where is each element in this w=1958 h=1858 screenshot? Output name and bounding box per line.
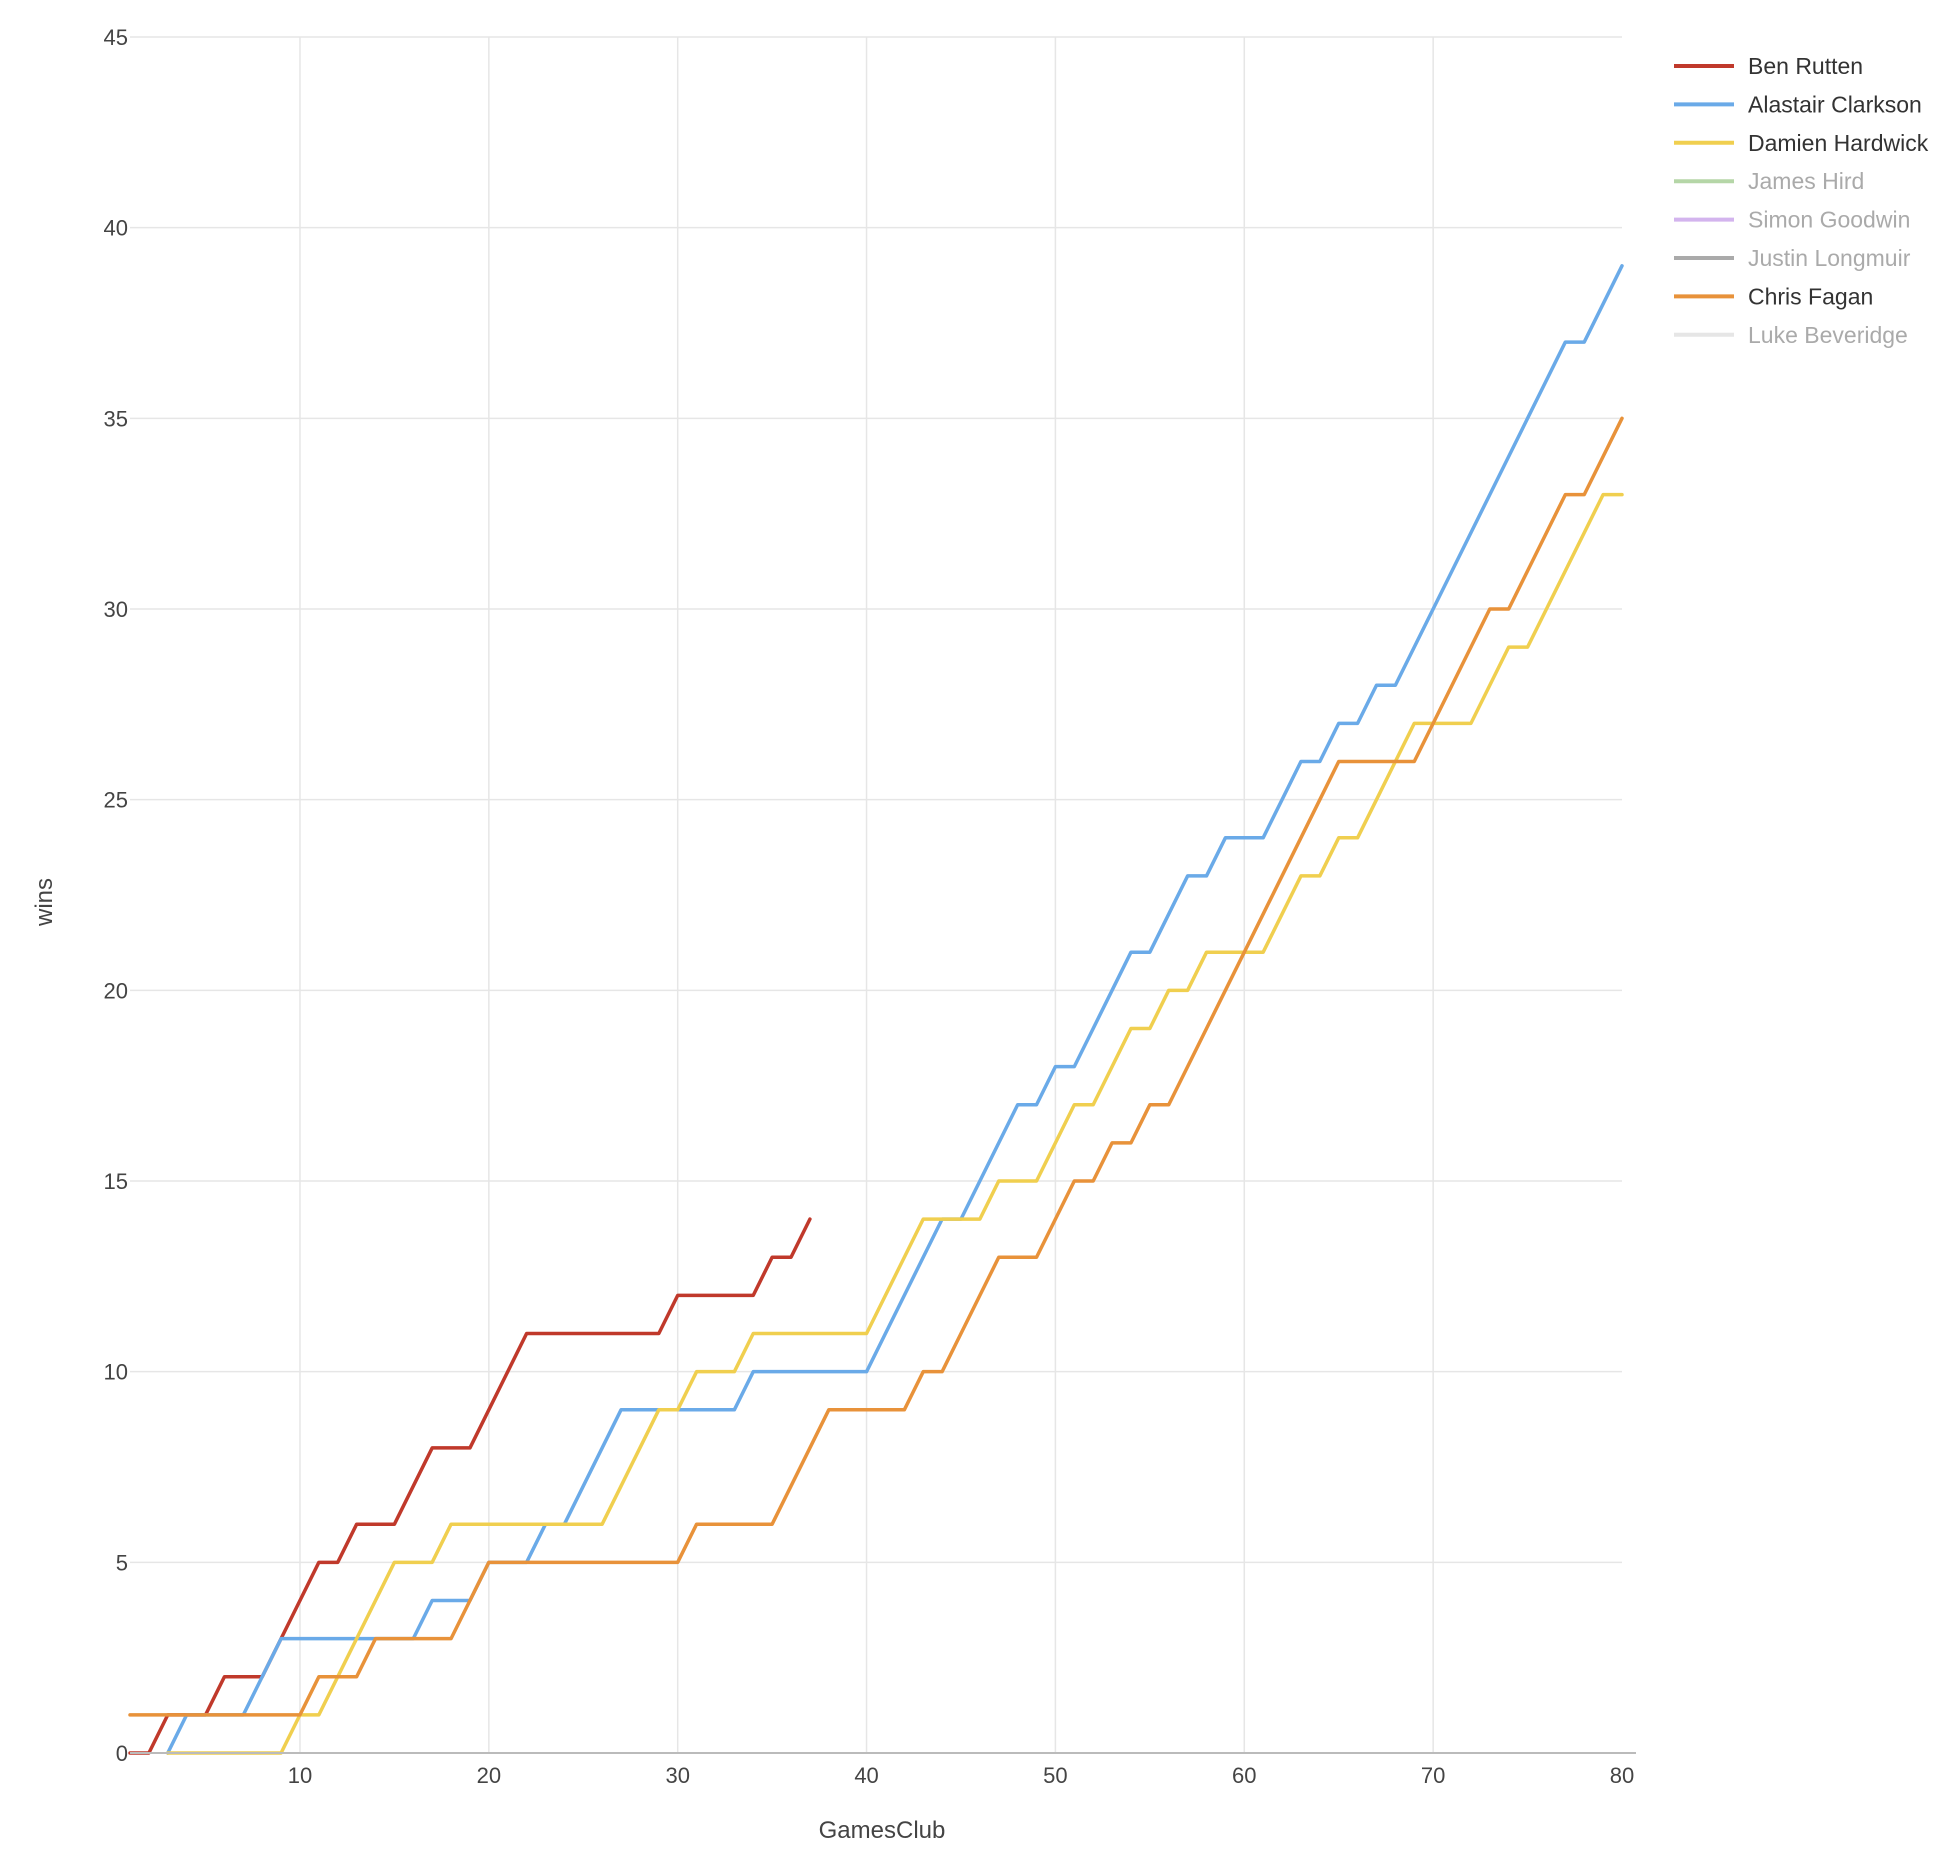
x-tick-label: 60: [1232, 1763, 1256, 1788]
legend-item-james-hird[interactable]: James Hird: [1674, 168, 1864, 194]
y-tick-label: 0: [116, 1741, 128, 1766]
y-tick-label: 30: [104, 597, 128, 622]
series-lines: [128, 264, 1624, 1755]
legend-label: Justin Longmuir: [1748, 245, 1911, 271]
legend-label: Simon Goodwin: [1748, 207, 1910, 233]
y-axis-ticks: 0 5 10 15 20 25 30 35 40 45: [104, 25, 128, 1766]
x-tick-label: 10: [288, 1763, 312, 1788]
legend-item-luke-beveridge[interactable]: Luke Beveridge: [1674, 322, 1908, 348]
series-line-ben-rutten: [128, 1217, 812, 1755]
legend-label: James Hird: [1748, 168, 1864, 194]
y-tick-label: 40: [104, 216, 128, 241]
legend-item-simon-goodwin[interactable]: Simon Goodwin: [1674, 207, 1910, 233]
legend-item-ben-rutten[interactable]: Ben Rutten: [1674, 53, 1863, 79]
x-tick-label: 70: [1421, 1763, 1445, 1788]
x-tick-label: 20: [477, 1763, 501, 1788]
x-axis-title: GamesClub: [819, 1817, 946, 1844]
y-tick-label: 15: [104, 1169, 128, 1194]
legend: Ben Rutten Alastair Clarkson Damien Hardwi…: [1674, 53, 1929, 348]
legend-item-damien-hardwick[interactable]: Damien Hardwick: [1674, 130, 1929, 156]
y-tick-label: 20: [104, 978, 128, 1003]
series-line-damien-hardwick: [166, 492, 1624, 1755]
x-tick-label: 50: [1043, 1763, 1067, 1788]
x-tick-label: 80: [1610, 1763, 1634, 1788]
legend-label: Damien Hardwick: [1748, 130, 1929, 156]
legend-item-justin-longmuir[interactable]: Justin Longmuir: [1674, 245, 1911, 271]
x-tick-label: 30: [665, 1763, 689, 1788]
x-tick-label: 40: [854, 1763, 878, 1788]
legend-label: Luke Beveridge: [1748, 322, 1908, 348]
y-tick-label: 45: [104, 25, 128, 50]
series-line-chris-fagan: [128, 416, 1624, 1717]
x-axis-ticks: 10 20 30 40 50 60 70 80: [288, 1763, 1635, 1788]
legend-label: Alastair Clarkson: [1748, 91, 1922, 117]
y-tick-label: 25: [104, 788, 128, 813]
y-tick-label: 10: [104, 1360, 128, 1385]
y-axis-title: wins: [31, 878, 58, 927]
grid: [130, 36, 1622, 1753]
y-tick-label: 35: [104, 406, 128, 431]
y-tick-label: 5: [116, 1550, 128, 1575]
legend-label: Ben Rutten: [1748, 53, 1863, 79]
series-line-alastair-clarkson: [166, 264, 1624, 1755]
legend-item-alastair-clarkson[interactable]: Alastair Clarkson: [1674, 91, 1922, 117]
legend-label: Chris Fagan: [1748, 283, 1873, 309]
legend-item-chris-fagan[interactable]: Chris Fagan: [1674, 283, 1873, 309]
